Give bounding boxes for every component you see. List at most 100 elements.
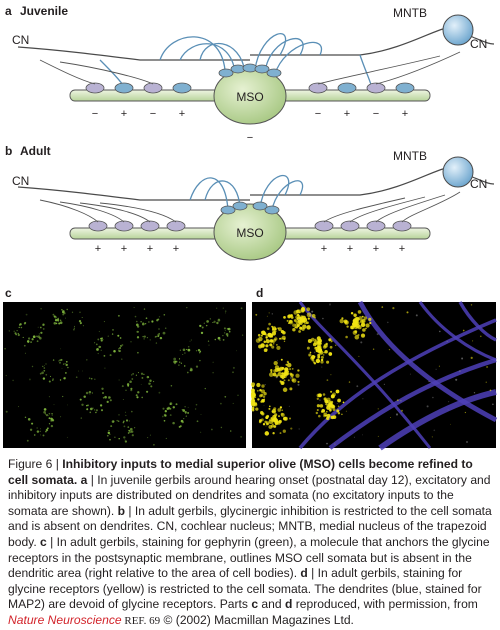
background-puncta (450, 423, 451, 425)
gephyrin-puncta (5, 410, 8, 413)
glycine-receptor-puncta (357, 310, 362, 314)
glycine-receptor-puncta (363, 316, 368, 320)
gephyrin-puncta (225, 333, 229, 336)
gephyrin-puncta (49, 375, 52, 377)
background-puncta (470, 304, 473, 306)
panel-c: c (3, 286, 246, 448)
gephyrin-puncta (161, 415, 164, 418)
glycine-receptor-puncta (325, 403, 328, 406)
gephyrin-puncta (103, 321, 105, 323)
gephyrin-puncta (125, 419, 129, 422)
synapses-b (88, 220, 412, 232)
background-puncta (326, 442, 328, 445)
background-puncta (275, 330, 278, 333)
gephyrin-puncta (108, 430, 110, 432)
glycine-receptor-puncta (256, 389, 259, 392)
gephyrin-puncta (201, 326, 204, 329)
glycine-receptor-puncta (276, 345, 281, 350)
gephyrin-puncta (56, 318, 60, 322)
gephyrin-puncta (124, 440, 128, 443)
gephyrin-puncta (136, 325, 140, 328)
caption-parts-d: d (284, 597, 293, 612)
gephyrin-puncta (100, 409, 104, 412)
sign-b-7: + (373, 243, 379, 255)
signs-a: − + − + − − + − + (92, 108, 408, 144)
gephyrin-puncta (24, 416, 27, 419)
gephyrin-puncta (137, 391, 140, 394)
gephyrin-puncta (141, 376, 144, 379)
gephyrin-puncta (88, 390, 92, 394)
glycine-receptor-puncta (271, 326, 274, 329)
gephyrin-puncta (52, 359, 55, 361)
glycine-receptor-puncta (270, 369, 273, 372)
gephyrin-puncta (59, 361, 61, 364)
gephyrin-puncta (149, 383, 151, 385)
gephyrin-puncta (219, 339, 221, 341)
gephyrin-puncta (184, 410, 187, 414)
gephyrin-puncta (42, 323, 45, 326)
glycine-receptor-puncta (251, 388, 255, 391)
inhibitory-axons-a (99, 32, 373, 89)
gephyrin-puncta (100, 349, 102, 351)
glycine-receptor-puncta (288, 322, 290, 324)
glycine-receptor-puncta (354, 324, 356, 326)
gephyrin-puncta (232, 366, 235, 369)
glycine-receptor-puncta (355, 323, 360, 329)
glycine-receptor-puncta (342, 401, 345, 404)
gephyrin-puncta (158, 328, 160, 330)
gephyrin-puncta (48, 412, 51, 415)
glycine-receptor-puncta (280, 337, 283, 340)
glycine-receptor-puncta (326, 416, 330, 421)
glycine-receptor-puncta (310, 337, 315, 342)
gephyrin-puncta (225, 312, 227, 314)
caption-a-letter: a (80, 472, 88, 487)
background-puncta (266, 315, 268, 317)
map2-dendrite (378, 389, 497, 451)
caption-d-letter: d (300, 566, 308, 581)
glycine-receptor-puncta (271, 331, 277, 336)
background-puncta (381, 306, 384, 308)
background-puncta (435, 368, 437, 370)
background-puncta (311, 310, 314, 313)
background-puncta (322, 317, 324, 320)
glycine-receptor-puncta (345, 335, 348, 339)
cn-label-b: CN (12, 174, 29, 188)
glycine-receptor-puncta (322, 354, 325, 356)
mso-soma-b (213, 203, 287, 261)
gephyrin-puncta (26, 340, 30, 343)
gephyrin-puncta (203, 322, 205, 324)
cn-label-a-right: CN (470, 37, 487, 51)
gephyrin-puncta (39, 434, 41, 436)
gephyrin-puncta (43, 367, 46, 369)
gephyrin-puncta (129, 427, 133, 431)
gephyrin-puncta (86, 404, 88, 407)
gephyrin-puncta (208, 344, 210, 346)
gephyrin-puncta (119, 337, 122, 339)
glycine-receptor-puncta (307, 317, 310, 320)
gephyrin-puncta (182, 353, 184, 356)
glycine-receptor-puncta (261, 389, 265, 394)
gephyrin-puncta (102, 397, 105, 399)
gephyrin-puncta (182, 409, 186, 412)
gephyrin-puncta (185, 415, 187, 417)
gephyrin-puncta (134, 427, 136, 429)
gephyrin-puncta (187, 411, 190, 414)
map2-dendrite (328, 357, 497, 450)
mntb-cell-a (442, 14, 474, 46)
gephyrin-puncta (163, 419, 166, 422)
glycine-receptor-puncta (337, 411, 341, 415)
glycine-receptor-puncta (273, 369, 277, 373)
glycine-receptor-puncta (335, 389, 340, 394)
signs-b: + + + + + + + + (95, 243, 405, 255)
gephyrin-puncta (14, 332, 17, 335)
caption-journal-link[interactable]: Nature Neuroscience (8, 612, 122, 627)
glycine-receptor-puncta (328, 352, 333, 356)
background-puncta (396, 399, 399, 402)
gephyrin-puncta (164, 410, 167, 413)
gephyrin-puncta (186, 306, 188, 309)
gephyrin-puncta (134, 315, 137, 318)
sign-b-4: + (173, 243, 179, 255)
gephyrin-puncta (137, 372, 139, 374)
gephyrin-puncta (117, 420, 120, 423)
glycine-receptor-puncta (273, 343, 275, 345)
